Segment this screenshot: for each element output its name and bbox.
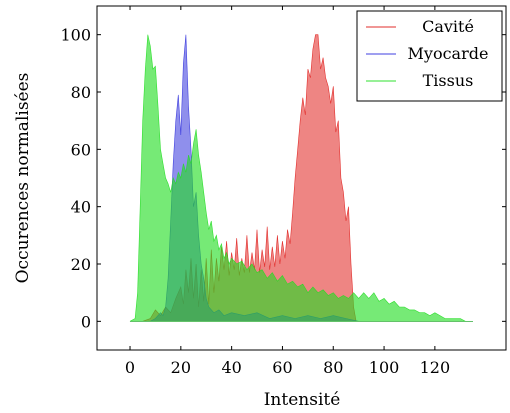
legend-label-1: Myocarde [408, 44, 489, 63]
x-tick-label: 20 [171, 358, 191, 377]
legend: Cavité Myocarde Tissus [356, 10, 503, 102]
x-tick-label: 0 [125, 358, 135, 377]
plot-area [129, 34, 473, 322]
x-tick-label: 80 [323, 358, 343, 377]
y-tick-label: 100 [60, 26, 91, 45]
legend-label-0: Cavité [422, 17, 474, 36]
x-tick-label: 100 [369, 358, 400, 377]
series-area-2 [129, 34, 473, 322]
y-tick-label: 60 [71, 140, 91, 159]
x-tick-label: 120 [420, 358, 451, 377]
x-tick-label: 60 [272, 358, 292, 377]
x-axis-title: Intensité [264, 390, 341, 410]
y-tick-label: 80 [71, 83, 91, 102]
y-tick-label: 40 [71, 198, 91, 217]
axis-ticks: 0 20 40 60 80 100 120 0 20 40 60 80 100 [60, 6, 506, 377]
legend-label-2: Tissus [423, 71, 474, 90]
y-tick-label: 20 [71, 255, 91, 274]
y-axis-title: Occurences normalisées [13, 73, 33, 284]
legend-box [356, 10, 503, 102]
y-tick-label: 0 [81, 312, 91, 331]
axes-frame [96, 5, 507, 351]
x-tick-label: 40 [221, 358, 241, 377]
